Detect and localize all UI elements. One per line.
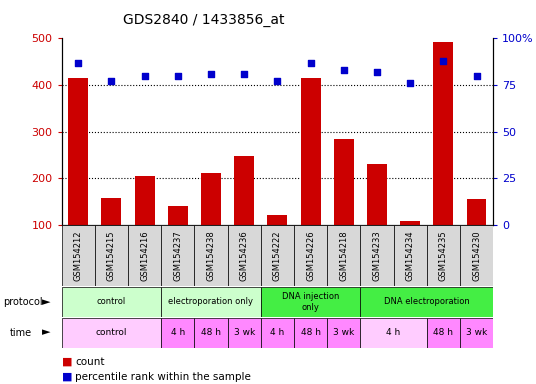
Text: GSM154235: GSM154235 bbox=[439, 230, 448, 281]
Bar bbox=[360, 318, 427, 348]
Bar bbox=[95, 225, 128, 286]
Bar bbox=[195, 318, 228, 348]
Bar bbox=[267, 215, 287, 271]
Bar bbox=[228, 318, 261, 348]
Bar bbox=[460, 318, 493, 348]
Text: ■: ■ bbox=[62, 372, 72, 382]
Bar bbox=[427, 225, 460, 286]
Bar bbox=[62, 318, 161, 348]
Bar bbox=[161, 287, 261, 317]
Bar bbox=[135, 176, 154, 271]
Text: GSM154216: GSM154216 bbox=[140, 230, 149, 281]
Bar bbox=[400, 222, 420, 271]
Bar bbox=[168, 206, 188, 271]
Text: time: time bbox=[10, 328, 32, 338]
Bar bbox=[161, 225, 195, 286]
Text: control: control bbox=[96, 328, 127, 337]
Text: 4 h: 4 h bbox=[170, 328, 185, 337]
Bar bbox=[466, 199, 487, 271]
Point bbox=[472, 73, 481, 79]
Text: DNA electroporation: DNA electroporation bbox=[384, 297, 470, 306]
Bar bbox=[434, 42, 453, 271]
Bar bbox=[234, 156, 254, 271]
Bar bbox=[161, 318, 195, 348]
Bar bbox=[261, 225, 294, 286]
Text: GSM154233: GSM154233 bbox=[373, 230, 382, 281]
Text: 4 h: 4 h bbox=[270, 328, 285, 337]
Bar bbox=[327, 225, 360, 286]
Text: 48 h: 48 h bbox=[201, 328, 221, 337]
Text: 3 wk: 3 wk bbox=[234, 328, 255, 337]
Point bbox=[240, 71, 249, 77]
Point bbox=[74, 60, 83, 66]
Point bbox=[174, 73, 182, 79]
Point bbox=[140, 73, 149, 79]
Text: ►: ► bbox=[42, 297, 51, 307]
Point bbox=[373, 69, 381, 75]
Text: GSM154234: GSM154234 bbox=[406, 230, 415, 281]
Bar bbox=[334, 139, 354, 271]
Text: GSM154236: GSM154236 bbox=[240, 230, 249, 281]
Text: 3 wk: 3 wk bbox=[466, 328, 487, 337]
Point bbox=[439, 58, 448, 64]
Point bbox=[207, 71, 215, 77]
Point bbox=[339, 67, 348, 73]
Text: 48 h: 48 h bbox=[433, 328, 453, 337]
Text: control: control bbox=[97, 297, 126, 306]
Text: ■: ■ bbox=[62, 357, 72, 367]
Bar bbox=[128, 225, 161, 286]
Text: GSM154226: GSM154226 bbox=[306, 230, 315, 281]
Text: GSM154238: GSM154238 bbox=[206, 230, 215, 281]
Bar bbox=[360, 287, 493, 317]
Text: 3 wk: 3 wk bbox=[333, 328, 354, 337]
Text: GDS2840 / 1433856_at: GDS2840 / 1433856_at bbox=[123, 13, 285, 27]
Bar bbox=[201, 174, 221, 271]
Text: GSM154218: GSM154218 bbox=[339, 230, 348, 281]
Point bbox=[107, 78, 116, 84]
Text: ►: ► bbox=[42, 328, 51, 338]
Bar bbox=[62, 225, 95, 286]
Bar bbox=[68, 78, 88, 271]
Text: electroporation only: electroporation only bbox=[168, 297, 254, 306]
Point bbox=[273, 78, 282, 84]
Text: GSM154212: GSM154212 bbox=[74, 230, 83, 281]
Text: GSM154222: GSM154222 bbox=[273, 230, 282, 281]
Bar bbox=[301, 78, 321, 271]
Bar bbox=[101, 198, 121, 271]
Text: GSM154230: GSM154230 bbox=[472, 230, 481, 281]
Bar bbox=[294, 225, 327, 286]
Bar bbox=[360, 225, 393, 286]
Bar bbox=[62, 287, 161, 317]
Text: GSM154237: GSM154237 bbox=[173, 230, 182, 281]
Bar bbox=[460, 225, 493, 286]
Bar bbox=[261, 287, 360, 317]
Bar bbox=[195, 225, 228, 286]
Point bbox=[406, 80, 414, 86]
Bar bbox=[261, 318, 294, 348]
Bar bbox=[367, 164, 387, 271]
Text: DNA injection
only: DNA injection only bbox=[282, 292, 339, 311]
Text: percentile rank within the sample: percentile rank within the sample bbox=[75, 372, 251, 382]
Bar bbox=[294, 318, 327, 348]
Bar bbox=[393, 225, 427, 286]
Text: 48 h: 48 h bbox=[301, 328, 321, 337]
Bar bbox=[327, 318, 360, 348]
Point bbox=[306, 60, 315, 66]
Bar bbox=[228, 225, 261, 286]
Bar bbox=[427, 318, 460, 348]
Text: 4 h: 4 h bbox=[386, 328, 401, 337]
Text: GSM154215: GSM154215 bbox=[107, 230, 116, 281]
Text: protocol: protocol bbox=[3, 297, 42, 307]
Text: count: count bbox=[75, 357, 105, 367]
